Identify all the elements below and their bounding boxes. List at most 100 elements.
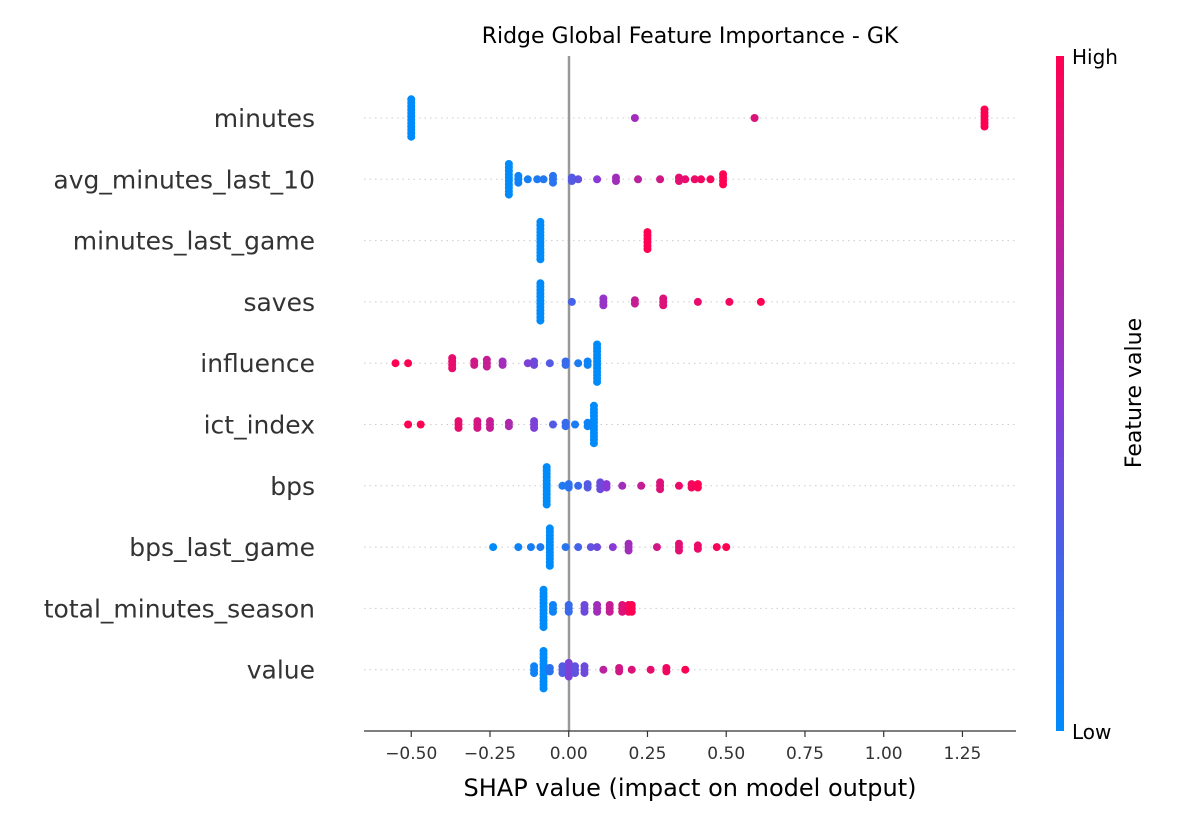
shap-point xyxy=(567,177,576,185)
shap-point xyxy=(662,667,671,676)
shap-point xyxy=(564,607,573,616)
shap-point xyxy=(980,122,989,131)
shap-point xyxy=(536,316,545,325)
shap-point xyxy=(533,175,542,184)
shap-point xyxy=(539,175,548,184)
shap-point xyxy=(627,665,636,674)
x-tick-label: 0.75 xyxy=(786,744,824,764)
shap-point xyxy=(583,483,592,492)
x-tick-label: 1.25 xyxy=(944,744,982,764)
shap-point xyxy=(567,297,576,306)
shap-point xyxy=(611,177,620,185)
shap-point xyxy=(526,543,535,552)
shap-point xyxy=(548,178,557,187)
feature-label: influence xyxy=(200,349,315,378)
shap-point xyxy=(416,420,425,429)
shap-point xyxy=(624,546,633,555)
shap-point xyxy=(674,177,683,185)
shap-point xyxy=(599,301,608,310)
shap-point xyxy=(693,297,702,306)
shap-point xyxy=(706,175,715,184)
shap-point xyxy=(548,607,557,616)
shap-point xyxy=(630,114,639,122)
shap-point xyxy=(536,255,545,264)
shap-point xyxy=(756,297,765,306)
x-ticks: −0.50 −0.25 0.00 0.25 0.50 0.75 1.00 1.25 xyxy=(385,731,981,764)
feature-label: bps xyxy=(270,472,315,501)
row-grid-lines xyxy=(364,117,1016,671)
shap-point xyxy=(448,364,457,373)
shap-point xyxy=(615,667,624,676)
shap-point xyxy=(618,607,627,616)
shap-point xyxy=(602,483,611,492)
shap-point xyxy=(504,190,513,199)
shap-point xyxy=(586,543,595,552)
shap-point xyxy=(697,175,706,184)
chart-title: Ridge Global Feature Importance - GK xyxy=(482,24,899,49)
shap-point xyxy=(580,669,589,678)
shap-point xyxy=(545,561,554,570)
shap-point xyxy=(561,422,570,431)
shap-point xyxy=(514,178,523,187)
shap-point xyxy=(545,667,554,676)
shap-point xyxy=(536,543,545,552)
shap-point xyxy=(630,299,639,308)
shap-point xyxy=(489,543,498,552)
shap-point xyxy=(596,485,605,494)
shap-point xyxy=(571,669,580,678)
shap-point xyxy=(681,665,690,674)
shap-point xyxy=(693,544,702,553)
shap-point xyxy=(643,245,652,254)
shap-point xyxy=(530,669,539,678)
shap-point xyxy=(407,132,416,141)
x-tick-label: 0.00 xyxy=(550,744,588,764)
shap-point xyxy=(627,607,636,616)
shap-point xyxy=(637,481,646,490)
shap-point xyxy=(634,175,643,184)
shap-point xyxy=(523,359,532,368)
shap-point xyxy=(548,420,557,429)
feature-label: minutes xyxy=(214,104,315,133)
shap-point xyxy=(574,359,583,368)
shap-point xyxy=(593,377,602,386)
shap-point xyxy=(564,672,573,681)
shap-point xyxy=(574,543,583,552)
shap-point xyxy=(558,481,567,490)
shap-point xyxy=(690,175,699,184)
x-axis-label: SHAP value (impact on model output) xyxy=(464,774,917,802)
x-tick-label: −0.25 xyxy=(464,744,516,764)
shap-point xyxy=(722,543,731,552)
shap-point xyxy=(593,543,602,552)
shap-point xyxy=(659,301,668,310)
shap-point xyxy=(719,180,728,189)
shap-point xyxy=(599,665,608,674)
feature-label: saves xyxy=(243,288,315,317)
shap-point xyxy=(504,422,513,431)
shap-point xyxy=(725,297,734,306)
shap-point xyxy=(542,500,551,509)
shap-point xyxy=(561,360,570,369)
colorbar-low-label: Low xyxy=(1072,720,1111,744)
shap-point xyxy=(712,543,721,552)
shap-point xyxy=(608,543,617,552)
shap-point xyxy=(618,481,627,490)
shap-point xyxy=(539,623,548,632)
shap-point xyxy=(750,114,759,122)
shap-point xyxy=(539,684,548,693)
shap-point xyxy=(564,483,573,492)
shap-point xyxy=(558,669,567,678)
feature-label: bps_last_game xyxy=(129,533,315,562)
shap-point xyxy=(530,360,539,369)
shap-point xyxy=(454,423,463,432)
shap-point xyxy=(674,481,683,490)
x-tick-label: 1.00 xyxy=(865,744,903,764)
shap-point xyxy=(530,423,539,432)
shap-point xyxy=(523,175,532,184)
shap-points xyxy=(391,95,989,693)
x-tick-label: 0.25 xyxy=(629,744,667,764)
shap-point xyxy=(583,360,592,369)
shap-point xyxy=(545,359,554,368)
x-tick-label: 0.50 xyxy=(707,744,745,764)
shap-point xyxy=(514,543,523,552)
shap-point xyxy=(580,607,589,616)
